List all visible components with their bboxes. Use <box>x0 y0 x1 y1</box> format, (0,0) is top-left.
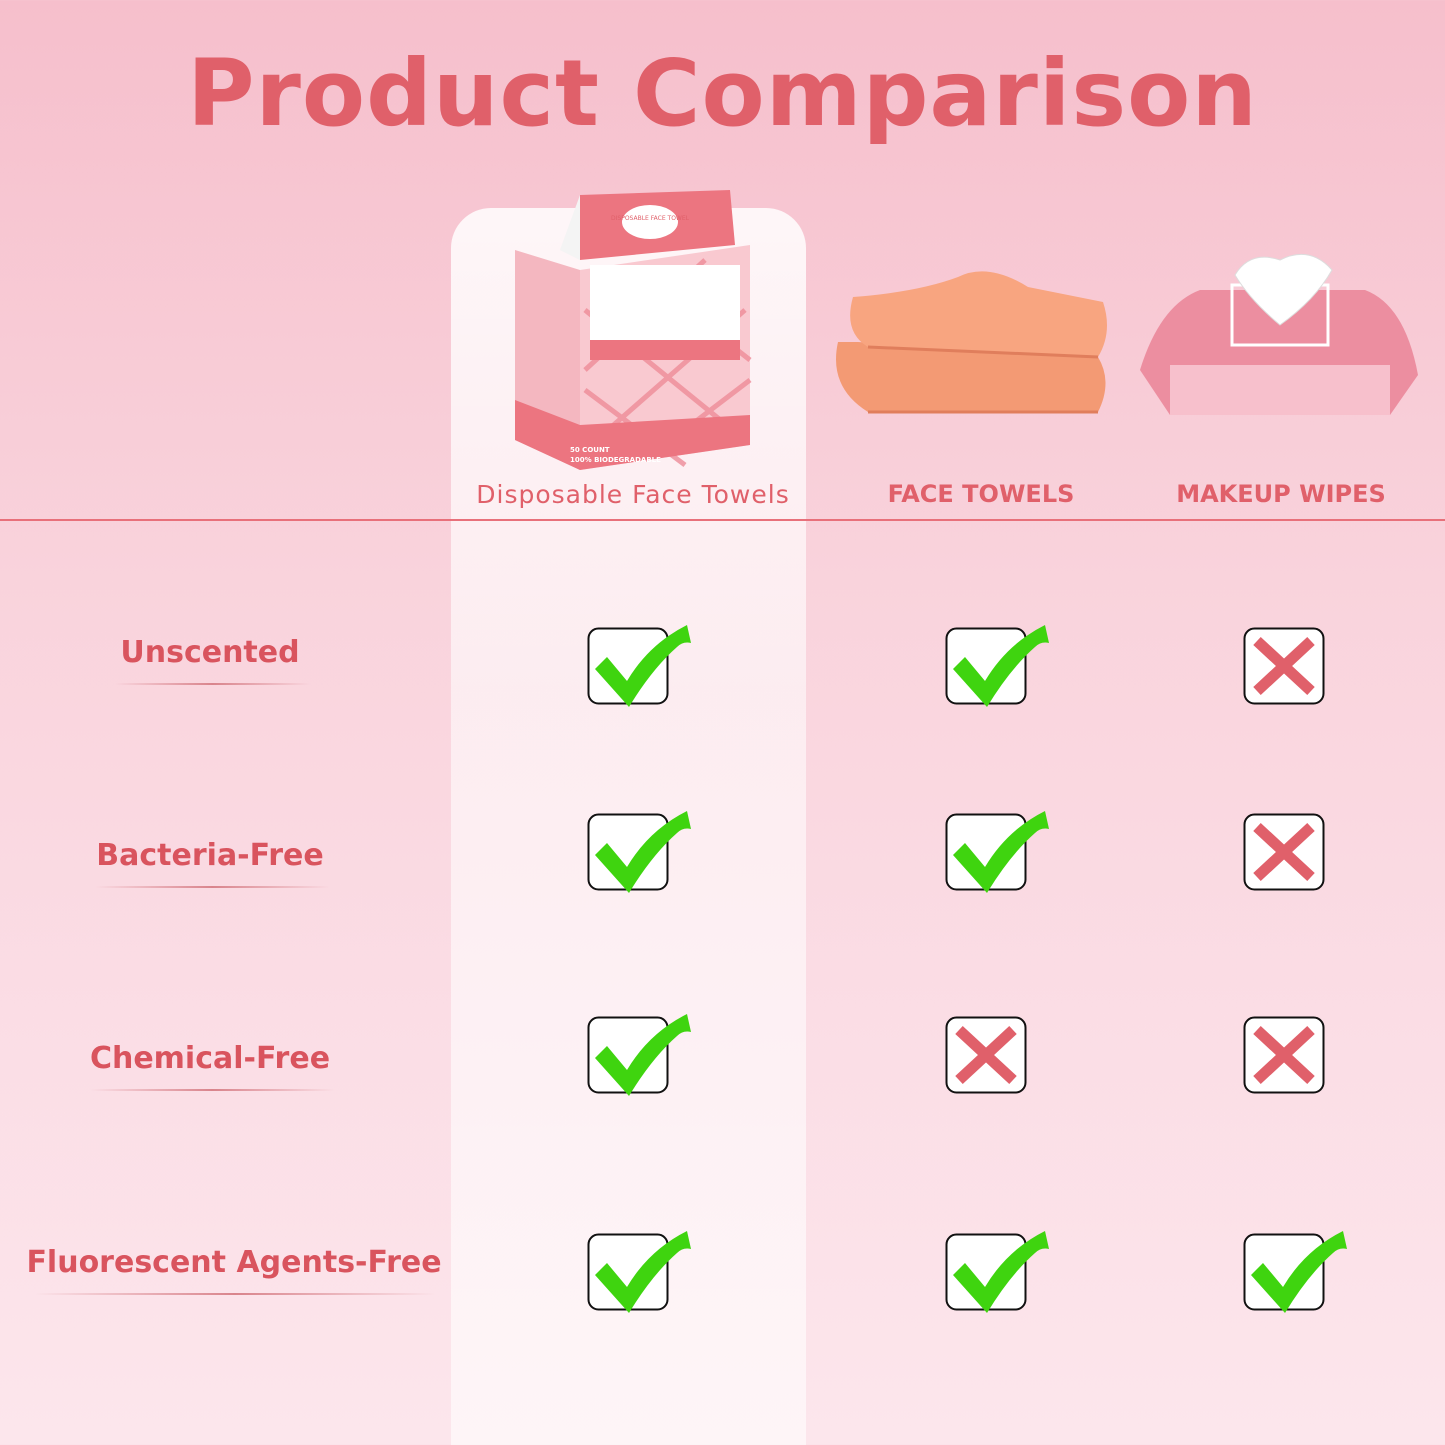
row-underline <box>95 886 330 888</box>
row-label-chemical-free: Chemical-Free <box>89 1041 331 1076</box>
row-label-fluorescent-agents-free: Fluorescent Agents-Free <box>26 1245 442 1280</box>
check-icon <box>587 625 691 707</box>
column-header-makeup-wipes: MAKEUP WIPES <box>1176 480 1386 508</box>
row-label-bacteria-free: Bacteria-Free <box>96 838 324 873</box>
box-bio-text: 100% BIODEGRADABLE <box>570 456 661 464</box>
makeup-wipes-image <box>1140 253 1418 415</box>
check-icon <box>945 811 1049 893</box>
check-icon <box>945 1231 1049 1313</box>
row-underline <box>90 1089 335 1091</box>
cross-icon <box>945 1016 1027 1094</box>
column-header-disposable-face-towels: Disposable Face Towels <box>476 480 790 509</box>
row-underline <box>35 1293 435 1295</box>
cross-icon <box>1243 627 1325 705</box>
check-icon <box>945 625 1049 707</box>
column-header-face-towels: FACE TOWELS <box>887 480 1075 508</box>
cross-icon <box>1243 1016 1325 1094</box>
header-divider <box>0 519 1445 521</box>
face-towels-image <box>836 271 1107 414</box>
box-count-text: 50 COUNT <box>570 446 610 454</box>
row-label-unscented: Unscented <box>120 635 300 670</box>
check-icon <box>1243 1231 1347 1313</box>
check-icon <box>587 1014 691 1096</box>
check-icon <box>587 811 691 893</box>
disposable-face-towel-box-image: DISPOSABLE FACE TOWEL 50 COUNT 100% BIOD… <box>515 190 752 470</box>
row-underline <box>115 683 310 685</box>
box-brand-text: DISPOSABLE FACE TOWEL <box>611 215 690 222</box>
check-icon <box>587 1231 691 1313</box>
cross-icon <box>1243 813 1325 891</box>
page-title: Product Comparison <box>187 40 1258 147</box>
